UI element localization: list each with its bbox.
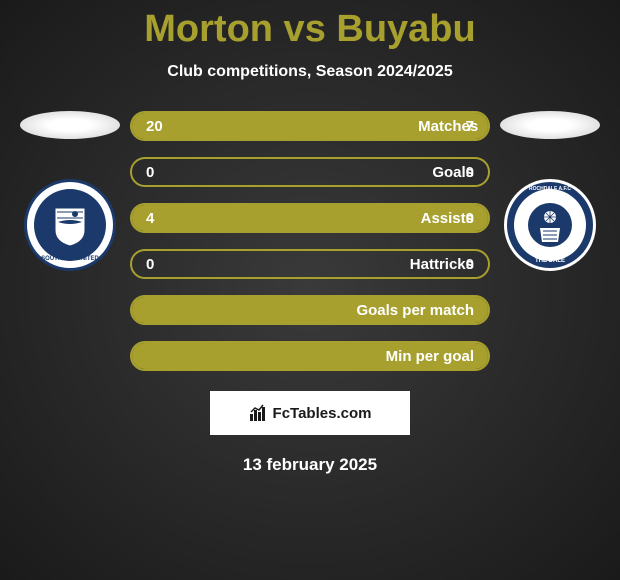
stat-row-goals: 0 Goals 0	[130, 157, 490, 187]
stat-row-matches: 20 Matches 7	[130, 111, 490, 141]
stat-left-value: 4	[146, 210, 154, 227]
page-title: Morton vs Buyabu	[0, 0, 620, 51]
stat-row-gpm: Goals per match	[130, 295, 490, 325]
badge-inner	[34, 189, 106, 261]
stat-row-assists: 4 Assists 0	[130, 203, 490, 233]
badge-label: SOUTHEND UNITED	[41, 256, 99, 262]
right-team-badge: ROCHDALE A.F.C THE DALE	[504, 179, 596, 271]
brand-text: FcTables.com	[273, 405, 372, 422]
stat-label: Goals per match	[356, 302, 474, 319]
badge-inner	[514, 189, 586, 261]
right-marker	[500, 111, 600, 139]
chart-icon	[249, 404, 267, 422]
right-column: ROCHDALE A.F.C THE DALE	[490, 111, 610, 271]
stat-row-hattricks: 0 Hattricks 0	[130, 249, 490, 279]
stat-left-value: 0	[146, 256, 154, 273]
date-text: 13 february 2025	[0, 455, 620, 475]
brand-badge: FcTables.com	[210, 391, 410, 435]
stat-right-value: 7	[466, 118, 474, 135]
left-team-badge: SOUTHEND UNITED	[24, 179, 116, 271]
left-column: SOUTHEND UNITED	[10, 111, 130, 271]
stat-row-mpg: Min per goal	[130, 341, 490, 371]
stat-left-value: 20	[146, 118, 163, 135]
stat-label: Min per goal	[386, 348, 474, 365]
comparison-content: SOUTHEND UNITED 20 Matches 7 0 Goals 0 4…	[0, 111, 620, 371]
fill-left	[132, 343, 310, 369]
badge-bottom-label: THE DALE	[535, 258, 565, 264]
stat-right-value: 0	[466, 210, 474, 227]
stat-left-value: 0	[146, 164, 154, 181]
stat-right-value: 0	[466, 256, 474, 273]
subtitle: Club competitions, Season 2024/2025	[0, 63, 620, 81]
shield-icon	[45, 200, 95, 250]
stat-right-value: 0	[466, 164, 474, 181]
left-marker	[20, 111, 120, 139]
stats-column: 20 Matches 7 0 Goals 0 4 Assists 0 0 Hat…	[130, 111, 490, 371]
crest-icon	[525, 200, 575, 250]
stat-label: Hattricks	[410, 256, 474, 273]
fill-left	[132, 113, 395, 139]
fill-left	[132, 297, 310, 323]
